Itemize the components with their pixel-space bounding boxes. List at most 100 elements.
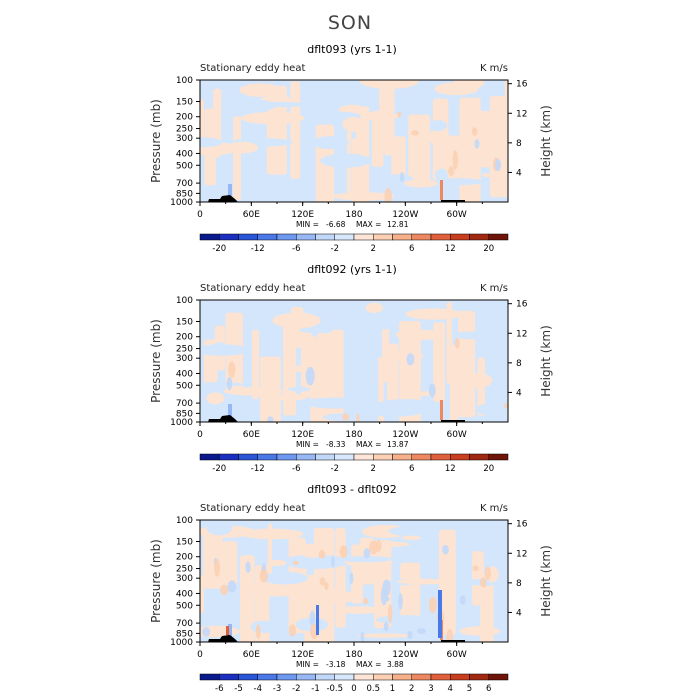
- panel-left-label: Stationary eddy heat: [200, 283, 305, 294]
- panel-1: dflt093 (yrs 1-1)Stationary eddy heat K m…: [149, 43, 553, 254]
- colorbar-label: -4: [254, 684, 262, 694]
- colorbar-box: [238, 453, 258, 461]
- y-tick-label: 250: [176, 125, 193, 135]
- x-tick-label: 180: [345, 650, 362, 660]
- y-tick-label: 400: [176, 589, 193, 599]
- colorbar-label: -2: [331, 244, 339, 254]
- colorbar-box: [315, 673, 335, 681]
- x-tick-label: 60W: [446, 210, 466, 220]
- y-tick-label: 500: [176, 381, 193, 391]
- max-value: 12.81: [387, 220, 409, 229]
- y-tick-label: 700: [176, 399, 193, 409]
- colorbar-box: [257, 233, 278, 241]
- colorbar-box: [392, 453, 412, 461]
- colorbar-box: [488, 233, 509, 241]
- colorbar-box: [392, 233, 412, 241]
- y-tick-label: 150: [176, 537, 193, 547]
- x-tick-label: 180: [345, 430, 362, 440]
- y-right-tick-label: 8: [516, 139, 522, 149]
- colorbar-box: [257, 453, 278, 461]
- colorbar-box: [219, 673, 239, 681]
- colorbar-label: -6: [292, 244, 300, 254]
- y-right-tick-label: 16: [516, 80, 528, 90]
- colorbar-label: -6: [215, 684, 223, 694]
- y-tick-label: 400: [176, 369, 193, 379]
- y-right-tick-label: 16: [516, 300, 528, 310]
- topography-asia: [208, 415, 238, 422]
- y-right-tick-label: 8: [516, 579, 522, 589]
- y-tick-label: 850: [176, 409, 193, 419]
- colorbar-box: [373, 233, 393, 241]
- colorbar-box: [373, 453, 393, 461]
- y-axis-title: Pressure (mb): [149, 99, 163, 183]
- colorbar-box: [411, 453, 432, 461]
- colorbar-box: [488, 673, 509, 681]
- y-right-tick-label: 4: [516, 168, 522, 178]
- colorbar-box: [450, 673, 470, 681]
- colorbar-label: -20: [212, 244, 226, 254]
- panel-units-label: K m/s: [480, 63, 508, 74]
- max-value: 13.87: [387, 440, 409, 449]
- y-right-tick-label: 4: [516, 388, 522, 398]
- colorbar: -6 -5 -4 -3 -2 -1 -0.5 0 0.5 1 2 3 4 5 6: [199, 673, 509, 694]
- colorbar-label: -0.5: [326, 684, 343, 694]
- x-tick-label: 0: [197, 650, 203, 660]
- min-label: MIN =: [296, 660, 319, 669]
- colorbar-label: 6: [409, 244, 414, 254]
- colorbar-box: [353, 453, 374, 461]
- x-tick-label: 120E: [291, 430, 314, 440]
- colorbar-label: 2: [371, 244, 376, 254]
- colorbar-box: [430, 453, 451, 461]
- y-tick-label: 300: [176, 574, 193, 584]
- y-right-axis-title: Height (km): [539, 325, 553, 396]
- colorbar-box: [373, 673, 393, 681]
- colorbar-box: [199, 233, 220, 241]
- colorbar-label: 2: [409, 684, 414, 694]
- y-tick-label: 1000: [170, 638, 193, 648]
- colorbar-box: [219, 453, 239, 461]
- colorbar-label: 2: [371, 464, 376, 474]
- colorbar-label: -12: [251, 244, 265, 254]
- colorbar-box: [334, 453, 355, 461]
- x-tick-label: 0: [197, 210, 203, 220]
- contour-field: [200, 520, 508, 642]
- min-value: -8.33: [326, 440, 346, 449]
- colorbar-label: 3: [428, 684, 433, 694]
- x-tick-label: 0: [197, 430, 203, 440]
- colorbar-label: -5: [234, 684, 242, 694]
- y-tick-label: 200: [176, 113, 193, 123]
- colorbar-box: [238, 673, 258, 681]
- colorbar-label: 6: [486, 684, 491, 694]
- colorbar-box: [430, 233, 451, 241]
- colorbar-box: [238, 233, 258, 241]
- colorbar-box: [276, 233, 297, 241]
- colorbar-label: 12: [445, 244, 456, 254]
- colorbar-box: [353, 673, 374, 681]
- colorbar-box: [411, 673, 432, 681]
- y-axis-title: Pressure (mb): [149, 539, 163, 623]
- colorbar-label: 20: [483, 464, 494, 474]
- panel-title: dflt093 (yrs 1-1): [307, 43, 397, 56]
- colorbar: -20 -12 -6 -2 2 6 12 20: [199, 453, 509, 474]
- colorbar-label: 20: [483, 244, 494, 254]
- colorbar-box: [488, 453, 509, 461]
- x-tick-label: 120W: [392, 210, 418, 220]
- y-tick-label: 1000: [170, 198, 193, 208]
- x-tick-label: 120W: [392, 430, 418, 440]
- contour-field: [200, 300, 508, 422]
- y-tick-label: 1000: [170, 418, 193, 428]
- colorbar-box: [392, 673, 412, 681]
- y-tick-label: 850: [176, 189, 193, 199]
- y-tick-label: 200: [176, 333, 193, 343]
- min-label: MIN =: [296, 220, 319, 229]
- x-tick-label: 60E: [243, 430, 260, 440]
- y-tick-label: 500: [176, 601, 193, 611]
- colorbar-label: 4: [448, 684, 453, 694]
- y-right-axis-title: Height (km): [539, 545, 553, 616]
- colorbar-box: [199, 453, 220, 461]
- x-tick-label: 60W: [446, 430, 466, 440]
- colorbar-label: 0.5: [366, 684, 380, 694]
- y-tick-label: 100: [176, 296, 193, 306]
- y-tick-label: 700: [176, 179, 193, 189]
